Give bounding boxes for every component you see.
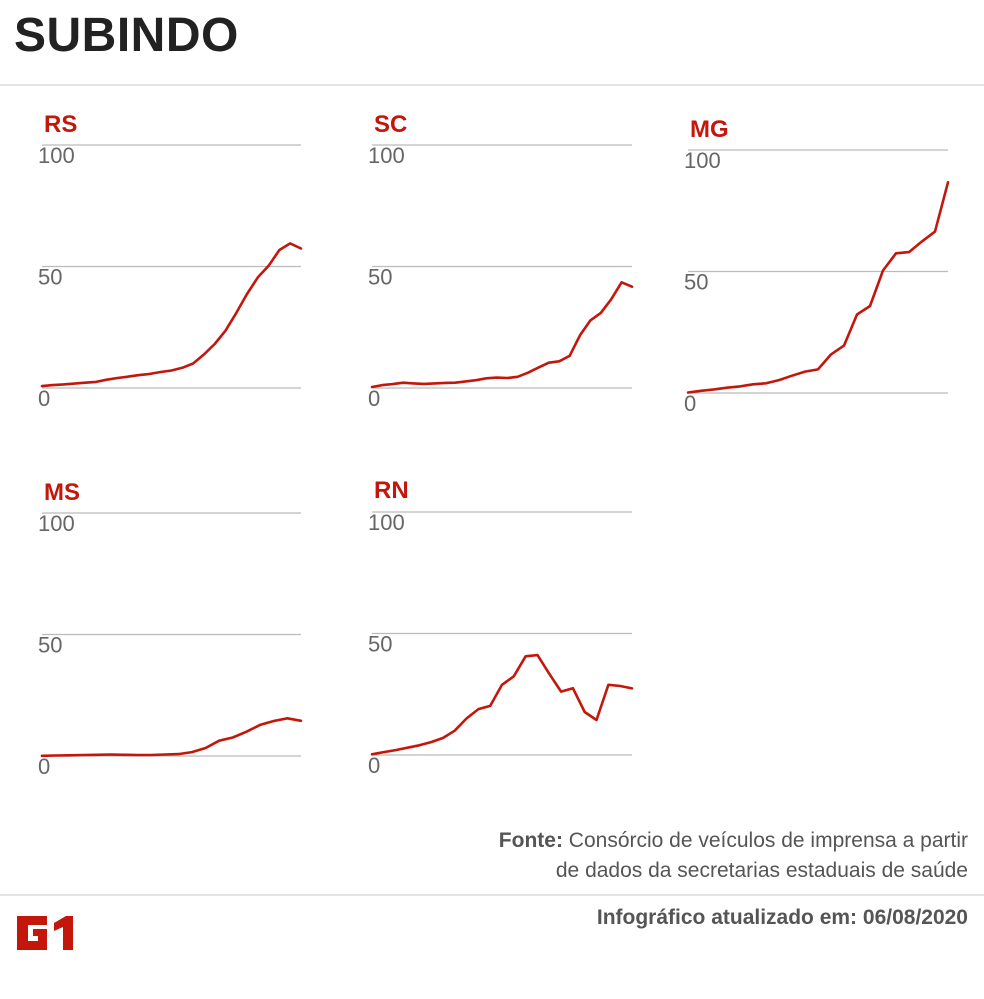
series-line-ms xyxy=(40,716,303,758)
tick-label-0: 0 xyxy=(368,753,380,778)
tick-label-0: 0 xyxy=(368,386,380,411)
state-label: RN xyxy=(374,477,409,504)
chart-panel-rs: 0 50 100 RS xyxy=(38,111,303,411)
tick-label-0: 0 xyxy=(38,754,50,779)
state-label: SC xyxy=(374,111,407,138)
tick-label-100: 100 xyxy=(684,148,721,173)
tick-label-50: 50 xyxy=(368,632,392,657)
tick-label-50: 50 xyxy=(38,265,62,290)
tick-label-100: 100 xyxy=(38,511,75,536)
tick-label-50: 50 xyxy=(684,270,708,295)
source-line-2: de dados da secretarias estaduais de saú… xyxy=(555,859,968,882)
tick-label-0: 0 xyxy=(684,391,696,416)
tick-label-100: 100 xyxy=(368,143,405,168)
tick-label-50: 50 xyxy=(368,265,392,290)
chart-panel-sc: 0 50 100 SC xyxy=(368,111,634,411)
source-line-1: Consórcio de veículos de imprensa a part… xyxy=(568,829,968,852)
state-label: RS xyxy=(44,111,77,138)
state-label: MG xyxy=(690,116,729,143)
tick-label-50: 50 xyxy=(38,633,62,658)
chart-panel-ms: 0 50 100 MS xyxy=(38,479,303,779)
series-line-sc xyxy=(370,280,634,389)
series-line-rs xyxy=(40,242,303,388)
state-label: MS xyxy=(44,479,80,506)
chart-panel-mg: 0 50 100 MG xyxy=(684,116,950,416)
footer-divider xyxy=(0,894,984,896)
source-label: Fonte: xyxy=(498,829,563,852)
logo-text: G1 xyxy=(14,914,16,915)
tick-label-100: 100 xyxy=(368,510,405,535)
updated-date: Infográfico atualizado em: 06/08/2020 xyxy=(596,906,968,929)
tick-label-0: 0 xyxy=(38,386,50,411)
series-line-rn xyxy=(370,653,634,756)
series-line-mg xyxy=(686,181,950,394)
g1-logo: G1 xyxy=(14,914,73,950)
chart-panel-rn: 0 50 100 RN xyxy=(368,477,634,778)
tick-label-100: 100 xyxy=(38,143,75,168)
page-title: SUBINDO xyxy=(14,9,239,62)
header-divider xyxy=(0,84,984,86)
source-note: Fonte: Consórcio de veículos de imprensa… xyxy=(499,826,968,886)
